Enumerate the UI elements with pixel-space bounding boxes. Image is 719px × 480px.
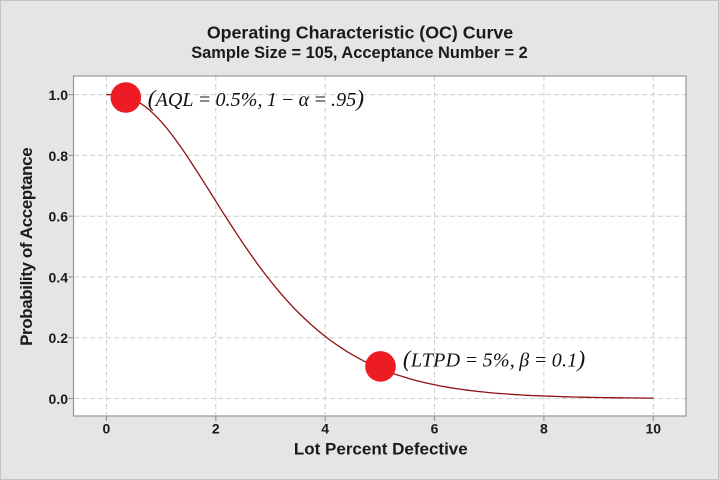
svg-text:Operating Characteristic (OC): Operating Characteristic (OC) Curve [207,23,513,43]
svg-text:8: 8 [540,421,548,437]
svg-text:Lot Percent Defective: Lot Percent Defective [294,439,468,458]
svg-text:0.4: 0.4 [49,269,69,285]
svg-text:2: 2 [212,421,220,437]
svg-text:1.0: 1.0 [49,87,69,103]
svg-text:(LTPD = 5%, β = 0.1): (LTPD = 5%, β = 0.1) [403,346,585,371]
svg-text:Probability of Acceptance: Probability of Acceptance [17,148,36,346]
svg-text:0.2: 0.2 [49,330,69,346]
svg-text:0.6: 0.6 [49,209,69,225]
svg-text:Sample Size = 105, Acceptance: Sample Size = 105, Acceptance Number = 2 [191,44,527,62]
svg-text:0: 0 [103,421,111,437]
svg-text:0.8: 0.8 [49,148,69,164]
svg-text:(AQL = 0.5%, 1 − α = .95): (AQL = 0.5%, 1 − α = .95) [148,86,364,111]
svg-text:6: 6 [431,421,439,437]
svg-text:10: 10 [646,421,662,437]
svg-text:4: 4 [321,421,329,437]
svg-text:0.0: 0.0 [49,391,69,407]
